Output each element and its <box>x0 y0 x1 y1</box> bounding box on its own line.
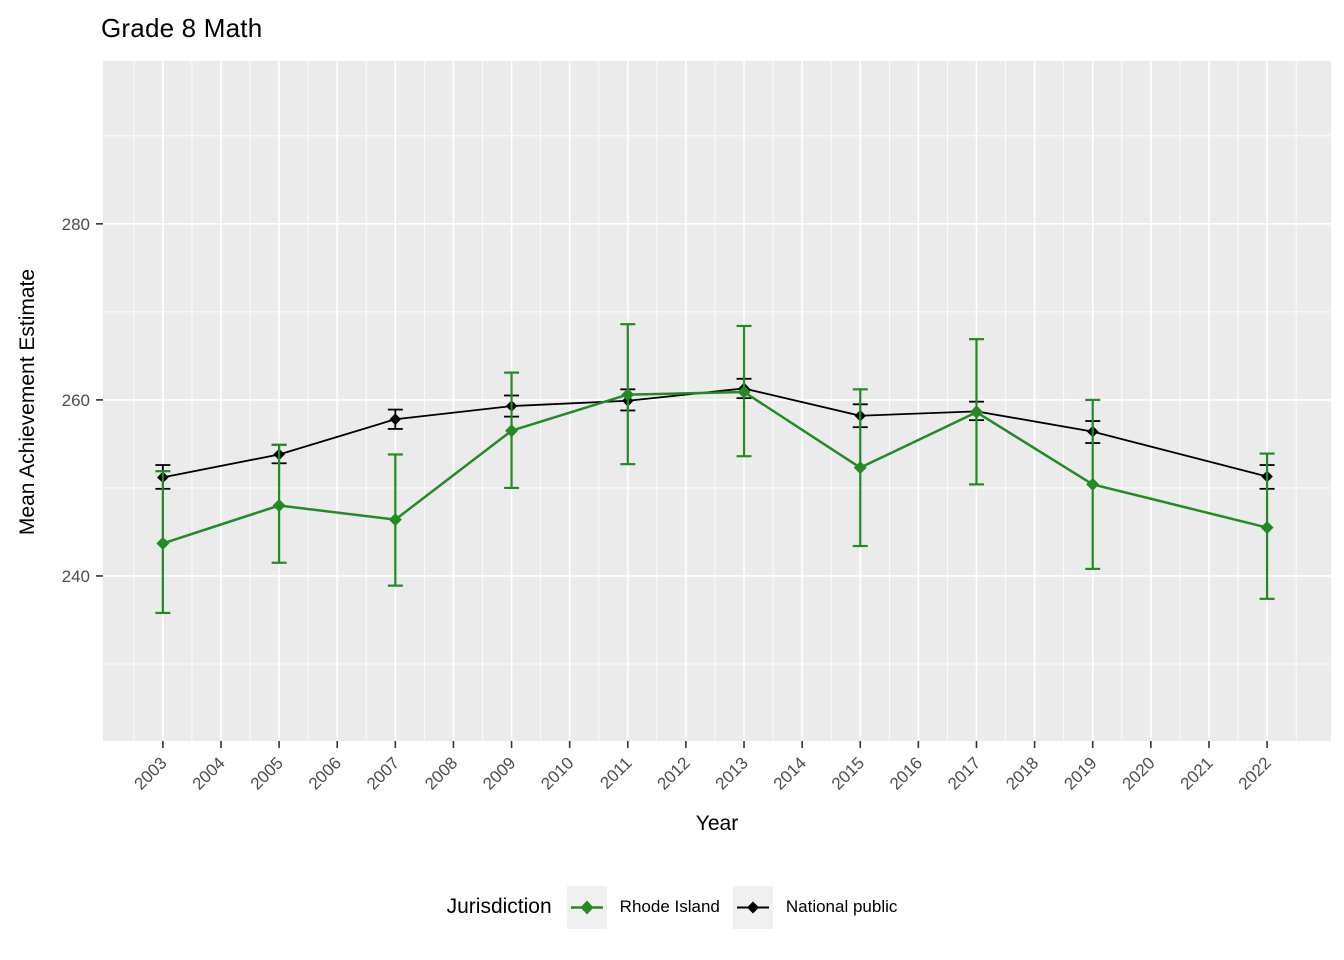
x-tick-label: 2017 <box>944 753 984 793</box>
data-point-diamond <box>1086 477 1100 491</box>
x-tick-label: 2011 <box>596 753 635 792</box>
y-tick-label: 260 <box>62 391 90 410</box>
legend-key-rhode-island <box>566 885 607 929</box>
x-tick-label: 2019 <box>1060 753 1100 793</box>
y-tick-label: 240 <box>62 567 90 586</box>
x-tick-label: 2009 <box>479 753 519 793</box>
data-point-diamond <box>389 413 402 426</box>
x-tick-label: 2003 <box>131 753 171 793</box>
x-tick-label: 2014 <box>770 753 810 793</box>
legend-label-rhode-island: Rhode Island <box>619 897 720 916</box>
legend-key-national-public <box>732 885 773 929</box>
x-tick-label: 2018 <box>1002 753 1042 793</box>
x-tick-label: 2007 <box>363 753 403 793</box>
x-tick-label: 2022 <box>1235 753 1275 793</box>
x-tick-label: 2005 <box>247 753 287 793</box>
data-point-diamond <box>853 461 867 475</box>
x-tick-label: 2004 <box>189 753 229 793</box>
legend-item-national-public: National public <box>732 885 898 929</box>
data-point-diamond <box>156 536 170 550</box>
x-tick-label: 2015 <box>828 753 868 793</box>
series-line <box>162 387 1268 479</box>
data-point-diamond <box>388 513 402 527</box>
legend: Jurisdiction Rhode Island National publi… <box>0 882 1344 932</box>
legend-diamond-icon <box>580 900 594 914</box>
legend-item-rhode-island: Rhode Island <box>566 885 720 929</box>
x-tick-label: 2016 <box>886 753 926 793</box>
data-point-diamond <box>272 499 286 513</box>
x-tick-label: 2021 <box>1177 753 1217 793</box>
legend-label-national-public: National public <box>785 897 898 916</box>
x-tick-label: 2008 <box>421 753 461 793</box>
x-tick-label: 2006 <box>305 753 345 793</box>
x-tick-label: 2020 <box>1118 753 1158 793</box>
data-point-diamond <box>969 405 983 419</box>
panel-background <box>103 61 1331 741</box>
chart-title: Grade 8 Math <box>101 13 263 43</box>
data-point-diamond <box>1260 521 1274 535</box>
x-tick-label: 2013 <box>712 753 752 793</box>
y-axis-title: Mean Achievement Estimate <box>16 268 39 536</box>
series-line <box>162 390 1268 545</box>
x-axis-title: Year <box>695 812 739 835</box>
legend-diamond-icon <box>746 901 759 913</box>
data-point-diamond <box>737 385 751 399</box>
x-tick-label: 2012 <box>654 753 694 793</box>
data-point-diamond <box>505 424 519 438</box>
y-tick-label: 280 <box>62 215 90 234</box>
legend-title: Jurisdiction <box>446 895 552 918</box>
data-point-diamond <box>621 388 635 402</box>
x-tick-label: 2010 <box>537 753 577 793</box>
